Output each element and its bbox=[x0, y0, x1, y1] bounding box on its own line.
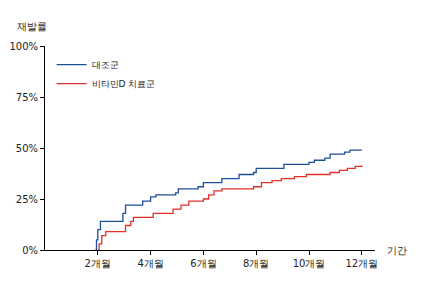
svg-text:2개월: 2개월 bbox=[85, 258, 111, 269]
svg-text:0%: 0% bbox=[22, 245, 38, 256]
svg-text:4개월: 4개월 bbox=[137, 258, 163, 269]
svg-text:기간: 기간 bbox=[387, 245, 407, 256]
svg-text:75%: 75% bbox=[16, 92, 38, 103]
svg-text:6개월: 6개월 bbox=[190, 258, 216, 269]
svg-text:12개월: 12개월 bbox=[345, 258, 378, 269]
svg-text:8개월: 8개월 bbox=[243, 258, 269, 269]
svg-text:재발률: 재발률 bbox=[17, 21, 47, 32]
svg-text:100%: 100% bbox=[9, 41, 38, 52]
svg-text:비타민D 치료군: 비타민D 치료군 bbox=[92, 79, 156, 89]
svg-text:50%: 50% bbox=[16, 143, 38, 154]
svg-text:25%: 25% bbox=[16, 194, 38, 205]
svg-text:대조군: 대조군 bbox=[92, 60, 119, 70]
svg-text:10개월: 10개월 bbox=[293, 258, 326, 269]
